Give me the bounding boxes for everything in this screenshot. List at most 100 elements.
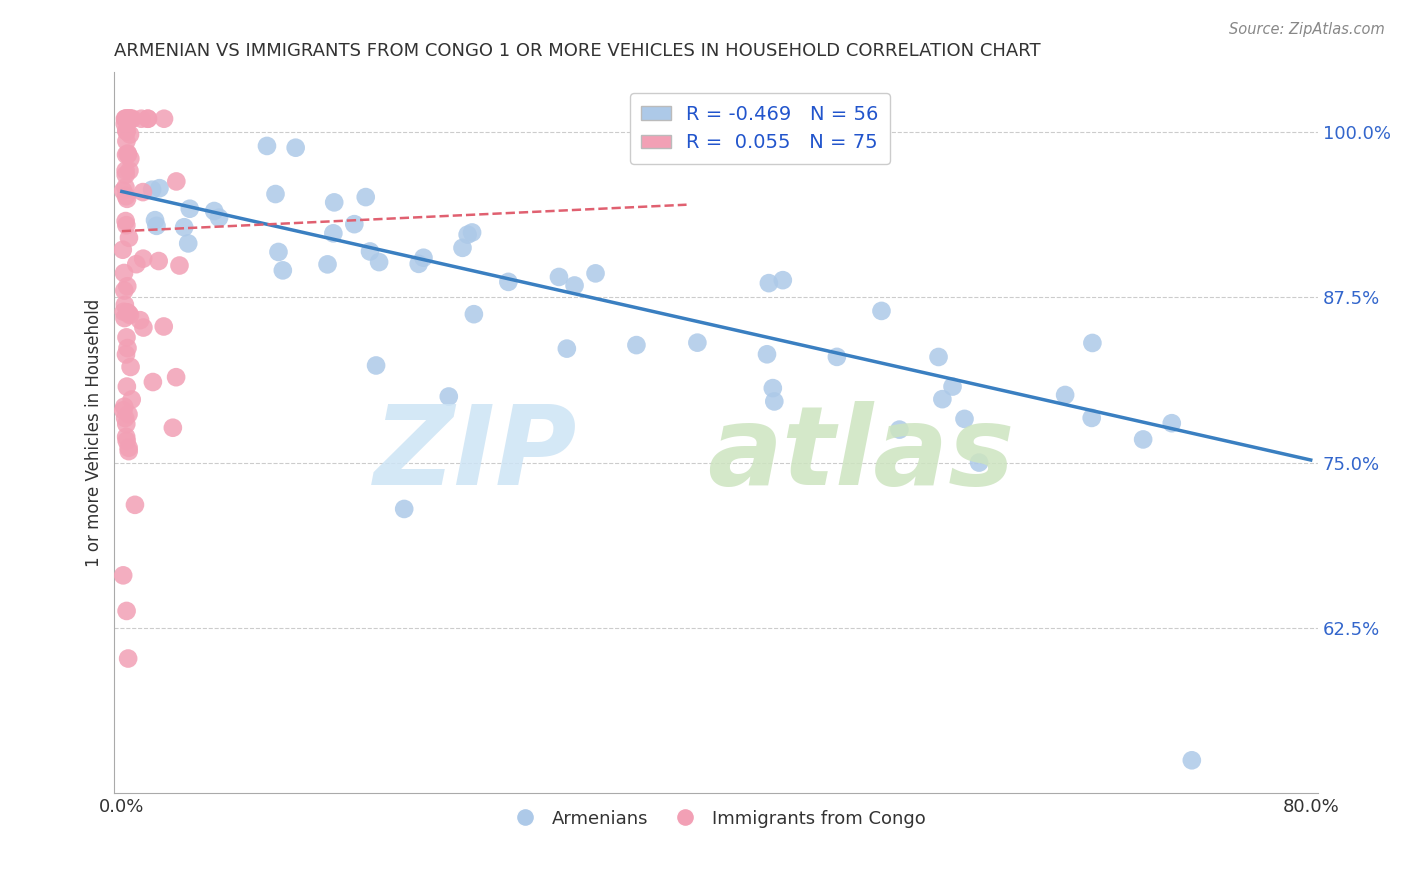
Point — [114, 180, 136, 194]
Point — [117, 112, 139, 126]
Text: ZIP: ZIP — [374, 401, 578, 508]
Point — [118, 112, 141, 126]
Point — [267, 244, 290, 259]
Point — [114, 112, 136, 126]
Point — [461, 226, 484, 240]
Point — [114, 411, 136, 425]
Point — [118, 444, 141, 458]
Point — [364, 359, 387, 373]
Point — [131, 112, 153, 126]
Point — [112, 266, 135, 280]
Point — [145, 219, 167, 233]
Point — [323, 195, 346, 210]
Point — [118, 113, 141, 128]
Point — [169, 259, 191, 273]
Point — [585, 266, 607, 280]
Point — [114, 298, 136, 312]
Point — [112, 305, 135, 319]
Point — [498, 275, 520, 289]
Point — [132, 185, 155, 199]
Point — [408, 257, 430, 271]
Point — [118, 231, 141, 245]
Point — [111, 243, 134, 257]
Point — [114, 163, 136, 178]
Point — [115, 305, 138, 319]
Point — [115, 604, 138, 618]
Point — [115, 434, 138, 448]
Point — [928, 350, 950, 364]
Point — [120, 152, 142, 166]
Point — [555, 342, 578, 356]
Point — [165, 174, 187, 188]
Point — [115, 347, 138, 361]
Point — [392, 502, 415, 516]
Point — [120, 359, 142, 374]
Point — [115, 112, 138, 126]
Point — [153, 112, 176, 126]
Point — [117, 306, 139, 320]
Point — [115, 430, 138, 444]
Point — [117, 147, 139, 161]
Point — [271, 263, 294, 277]
Point — [1132, 433, 1154, 447]
Point — [117, 407, 139, 421]
Point — [1080, 411, 1102, 425]
Point — [117, 279, 139, 293]
Point — [264, 187, 287, 202]
Point — [120, 112, 142, 126]
Point — [322, 227, 344, 241]
Point — [1181, 753, 1204, 767]
Legend: Armenians, Immigrants from Congo: Armenians, Immigrants from Congo — [499, 802, 932, 835]
Point — [114, 112, 136, 126]
Point — [120, 112, 142, 126]
Point — [686, 335, 709, 350]
Point — [177, 236, 200, 251]
Point — [115, 417, 138, 431]
Point — [143, 213, 166, 227]
Point — [343, 217, 366, 231]
Point — [756, 347, 779, 361]
Text: ARMENIAN VS IMMIGRANTS FROM CONGO 1 OR MORE VEHICLES IN HOUSEHOLD CORRELATION CH: ARMENIAN VS IMMIGRANTS FROM CONGO 1 OR M… — [114, 42, 1040, 60]
Point — [626, 338, 648, 352]
Point — [115, 192, 138, 206]
Point — [132, 320, 155, 334]
Point — [114, 117, 136, 131]
Point — [117, 341, 139, 355]
Point — [772, 273, 794, 287]
Point — [1054, 388, 1077, 402]
Point — [953, 412, 976, 426]
Point — [368, 255, 391, 269]
Y-axis label: 1 or more Vehicles in Household: 1 or more Vehicles in Household — [86, 299, 103, 567]
Point — [412, 251, 434, 265]
Point — [941, 379, 963, 393]
Point — [564, 278, 586, 293]
Point — [359, 244, 381, 259]
Point — [463, 307, 485, 321]
Point — [112, 284, 135, 298]
Text: Source: ZipAtlas.com: Source: ZipAtlas.com — [1229, 22, 1385, 37]
Point — [825, 350, 848, 364]
Point — [115, 134, 138, 148]
Point — [115, 124, 138, 138]
Point — [112, 400, 135, 414]
Point — [117, 146, 139, 161]
Point — [124, 498, 146, 512]
Point — [115, 189, 138, 203]
Point — [112, 184, 135, 198]
Point — [162, 421, 184, 435]
Point — [117, 651, 139, 665]
Point — [114, 168, 136, 182]
Point — [141, 183, 163, 197]
Point — [115, 147, 138, 161]
Point — [208, 211, 231, 225]
Point — [118, 163, 141, 178]
Point — [121, 112, 143, 126]
Point — [316, 257, 339, 271]
Point — [118, 308, 141, 322]
Point — [457, 227, 479, 242]
Point — [112, 403, 135, 417]
Point — [148, 254, 170, 268]
Point — [437, 390, 460, 404]
Point — [115, 330, 138, 344]
Point — [179, 202, 201, 216]
